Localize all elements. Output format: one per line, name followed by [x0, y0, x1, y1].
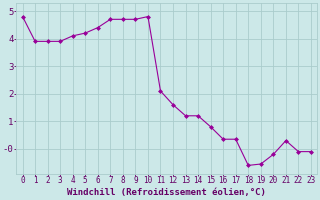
X-axis label: Windchill (Refroidissement éolien,°C): Windchill (Refroidissement éolien,°C) [67, 188, 266, 197]
